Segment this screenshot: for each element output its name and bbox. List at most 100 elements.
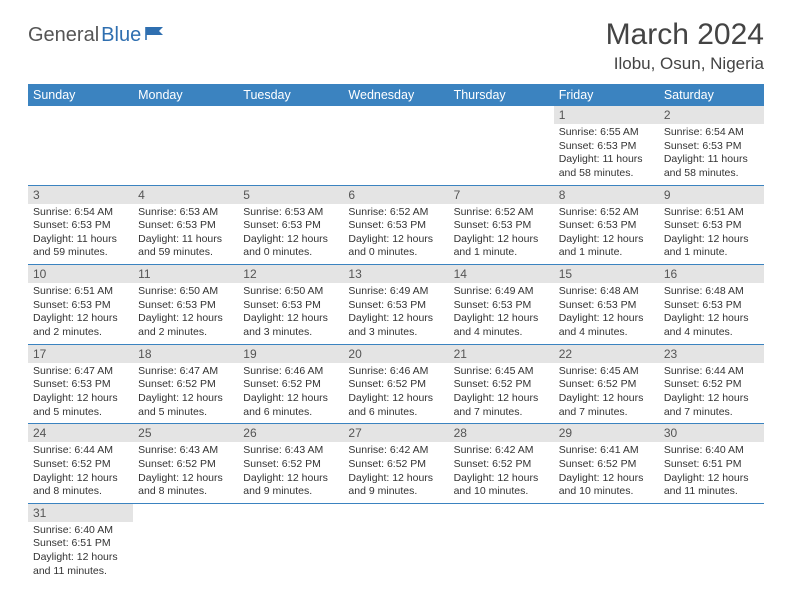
day-data: Sunrise: 6:44 AMSunset: 6:52 PMDaylight:… [28, 442, 133, 503]
day-data: Sunrise: 6:40 AMSunset: 6:51 PMDaylight:… [28, 522, 133, 583]
day-number: 19 [238, 345, 343, 363]
day-number: 24 [28, 424, 133, 442]
calendar-cell: 31Sunrise: 6:40 AMSunset: 6:51 PMDayligh… [28, 503, 133, 582]
calendar-cell: 29Sunrise: 6:41 AMSunset: 6:52 PMDayligh… [554, 424, 659, 504]
calendar-cell: 14Sunrise: 6:49 AMSunset: 6:53 PMDayligh… [449, 265, 554, 345]
day-number: 12 [238, 265, 343, 283]
calendar-cell: 8Sunrise: 6:52 AMSunset: 6:53 PMDaylight… [554, 185, 659, 265]
calendar-cell: 28Sunrise: 6:42 AMSunset: 6:52 PMDayligh… [449, 424, 554, 504]
day-number: 30 [659, 424, 764, 442]
calendar-cell [133, 106, 238, 185]
calendar-table: SundayMondayTuesdayWednesdayThursdayFrid… [28, 84, 764, 582]
day-number: 25 [133, 424, 238, 442]
calendar-row: 31Sunrise: 6:40 AMSunset: 6:51 PMDayligh… [28, 503, 764, 582]
calendar-cell [554, 503, 659, 582]
logo-text-blue: Blue [101, 24, 141, 47]
day-number: 16 [659, 265, 764, 283]
calendar-cell: 20Sunrise: 6:46 AMSunset: 6:52 PMDayligh… [343, 344, 448, 424]
day-data: Sunrise: 6:45 AMSunset: 6:52 PMDaylight:… [554, 363, 659, 424]
calendar-cell: 5Sunrise: 6:53 AMSunset: 6:53 PMDaylight… [238, 185, 343, 265]
day-data: Sunrise: 6:47 AMSunset: 6:52 PMDaylight:… [133, 363, 238, 424]
calendar-cell: 4Sunrise: 6:53 AMSunset: 6:53 PMDaylight… [133, 185, 238, 265]
calendar-cell: 3Sunrise: 6:54 AMSunset: 6:53 PMDaylight… [28, 185, 133, 265]
day-data: Sunrise: 6:55 AMSunset: 6:53 PMDaylight:… [554, 124, 659, 185]
flag-icon [145, 25, 167, 41]
calendar-cell: 22Sunrise: 6:45 AMSunset: 6:52 PMDayligh… [554, 344, 659, 424]
calendar-cell [28, 106, 133, 185]
day-number: 4 [133, 186, 238, 204]
calendar-cell: 6Sunrise: 6:52 AMSunset: 6:53 PMDaylight… [343, 185, 448, 265]
day-data: Sunrise: 6:46 AMSunset: 6:52 PMDaylight:… [238, 363, 343, 424]
calendar-cell: 16Sunrise: 6:48 AMSunset: 6:53 PMDayligh… [659, 265, 764, 345]
calendar-cell: 7Sunrise: 6:52 AMSunset: 6:53 PMDaylight… [449, 185, 554, 265]
day-number: 2 [659, 106, 764, 124]
day-number: 27 [343, 424, 448, 442]
day-number: 6 [343, 186, 448, 204]
day-data: Sunrise: 6:48 AMSunset: 6:53 PMDaylight:… [554, 283, 659, 344]
day-data: Sunrise: 6:41 AMSunset: 6:52 PMDaylight:… [554, 442, 659, 503]
calendar-row: 17Sunrise: 6:47 AMSunset: 6:53 PMDayligh… [28, 344, 764, 424]
weekday-header: Monday [133, 84, 238, 106]
weekday-header: Saturday [659, 84, 764, 106]
day-data: Sunrise: 6:43 AMSunset: 6:52 PMDaylight:… [238, 442, 343, 503]
calendar-cell: 26Sunrise: 6:43 AMSunset: 6:52 PMDayligh… [238, 424, 343, 504]
calendar-cell: 25Sunrise: 6:43 AMSunset: 6:52 PMDayligh… [133, 424, 238, 504]
day-data: Sunrise: 6:52 AMSunset: 6:53 PMDaylight:… [449, 204, 554, 265]
calendar-cell [449, 503, 554, 582]
day-number: 23 [659, 345, 764, 363]
day-data: Sunrise: 6:47 AMSunset: 6:53 PMDaylight:… [28, 363, 133, 424]
day-number: 20 [343, 345, 448, 363]
day-data: Sunrise: 6:54 AMSunset: 6:53 PMDaylight:… [28, 204, 133, 265]
day-data: Sunrise: 6:50 AMSunset: 6:53 PMDaylight:… [133, 283, 238, 344]
calendar-cell: 24Sunrise: 6:44 AMSunset: 6:52 PMDayligh… [28, 424, 133, 504]
calendar-row: 24Sunrise: 6:44 AMSunset: 6:52 PMDayligh… [28, 424, 764, 504]
calendar-cell: 2Sunrise: 6:54 AMSunset: 6:53 PMDaylight… [659, 106, 764, 185]
day-data: Sunrise: 6:51 AMSunset: 6:53 PMDaylight:… [659, 204, 764, 265]
day-number: 18 [133, 345, 238, 363]
day-data: Sunrise: 6:48 AMSunset: 6:53 PMDaylight:… [659, 283, 764, 344]
day-number: 8 [554, 186, 659, 204]
day-data: Sunrise: 6:42 AMSunset: 6:52 PMDaylight:… [343, 442, 448, 503]
calendar-cell [238, 106, 343, 185]
day-number: 17 [28, 345, 133, 363]
calendar-cell [343, 503, 448, 582]
logo-text-general: General [28, 24, 99, 47]
day-data: Sunrise: 6:52 AMSunset: 6:53 PMDaylight:… [554, 204, 659, 265]
calendar-cell: 12Sunrise: 6:50 AMSunset: 6:53 PMDayligh… [238, 265, 343, 345]
day-data: Sunrise: 6:54 AMSunset: 6:53 PMDaylight:… [659, 124, 764, 185]
weekday-header: Sunday [28, 84, 133, 106]
day-number: 31 [28, 504, 133, 522]
month-title: March 2024 [606, 18, 764, 52]
day-number: 29 [554, 424, 659, 442]
calendar-cell: 19Sunrise: 6:46 AMSunset: 6:52 PMDayligh… [238, 344, 343, 424]
calendar-cell: 27Sunrise: 6:42 AMSunset: 6:52 PMDayligh… [343, 424, 448, 504]
calendar-cell: 9Sunrise: 6:51 AMSunset: 6:53 PMDaylight… [659, 185, 764, 265]
calendar-cell: 17Sunrise: 6:47 AMSunset: 6:53 PMDayligh… [28, 344, 133, 424]
day-data: Sunrise: 6:50 AMSunset: 6:53 PMDaylight:… [238, 283, 343, 344]
day-data: Sunrise: 6:52 AMSunset: 6:53 PMDaylight:… [343, 204, 448, 265]
weekday-header: Wednesday [343, 84, 448, 106]
day-number: 5 [238, 186, 343, 204]
calendar-cell: 10Sunrise: 6:51 AMSunset: 6:53 PMDayligh… [28, 265, 133, 345]
logo: General Blue [28, 24, 167, 47]
location: Ilobu, Osun, Nigeria [606, 54, 764, 74]
day-number: 3 [28, 186, 133, 204]
calendar-cell [133, 503, 238, 582]
calendar-cell: 11Sunrise: 6:50 AMSunset: 6:53 PMDayligh… [133, 265, 238, 345]
calendar-head: SundayMondayTuesdayWednesdayThursdayFrid… [28, 84, 764, 106]
calendar-cell [343, 106, 448, 185]
calendar-cell: 21Sunrise: 6:45 AMSunset: 6:52 PMDayligh… [449, 344, 554, 424]
calendar-cell [238, 503, 343, 582]
day-data: Sunrise: 6:53 AMSunset: 6:53 PMDaylight:… [238, 204, 343, 265]
calendar-cell: 23Sunrise: 6:44 AMSunset: 6:52 PMDayligh… [659, 344, 764, 424]
calendar-row: 10Sunrise: 6:51 AMSunset: 6:53 PMDayligh… [28, 265, 764, 345]
day-data: Sunrise: 6:46 AMSunset: 6:52 PMDaylight:… [343, 363, 448, 424]
day-number: 14 [449, 265, 554, 283]
weekday-header: Thursday [449, 84, 554, 106]
day-number: 9 [659, 186, 764, 204]
day-number: 22 [554, 345, 659, 363]
weekday-header: Friday [554, 84, 659, 106]
day-data: Sunrise: 6:44 AMSunset: 6:52 PMDaylight:… [659, 363, 764, 424]
calendar-cell: 30Sunrise: 6:40 AMSunset: 6:51 PMDayligh… [659, 424, 764, 504]
calendar-body: 1Sunrise: 6:55 AMSunset: 6:53 PMDaylight… [28, 106, 764, 582]
